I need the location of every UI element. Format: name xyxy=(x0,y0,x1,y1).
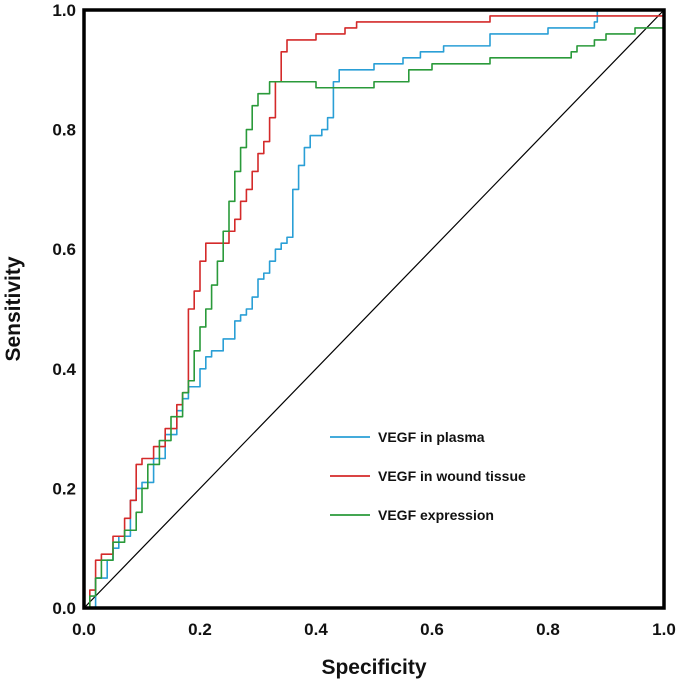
x-tick-label: 0.4 xyxy=(304,620,328,639)
x-tick-label: 0.2 xyxy=(188,620,212,639)
legend-label-vegf-in-wound-tissue: VEGF in wound tissue xyxy=(378,468,526,484)
series-line-vegf-in-wound-tissue xyxy=(84,10,665,609)
legend-label-vegf-expression: VEGF expression xyxy=(378,507,494,523)
plot-frame xyxy=(82,8,666,610)
x-tick-label: 0.8 xyxy=(536,620,560,639)
y-tick-labels: 0.0 0.2 0.4 0.6 0.8 1.0 xyxy=(52,1,76,618)
y-tick-label: 0.4 xyxy=(52,360,76,379)
x-tick-label: 1.0 xyxy=(652,620,676,639)
legend-label-vegf-in-plasma: VEGF in plasma xyxy=(378,429,485,445)
plot-marks xyxy=(83,9,665,609)
x-tick-label: 0.0 xyxy=(72,620,96,639)
y-tick-label: 1.0 xyxy=(52,1,76,20)
y-tick-label: 0.6 xyxy=(52,240,76,259)
y-tick-label: 0.8 xyxy=(52,121,76,140)
y-tick-label: 0.2 xyxy=(52,479,76,498)
x-tick-label: 0.6 xyxy=(420,620,444,639)
series-line-vegf-expression xyxy=(84,21,665,609)
x-axis-title: Specificity xyxy=(321,656,426,679)
reference-diagonal-line xyxy=(83,9,665,609)
y-axis-title: Sensitivity xyxy=(2,256,25,361)
series-line-vegf-in-plasma xyxy=(84,9,664,609)
y-tick-label: 0.0 xyxy=(52,599,76,618)
legend: VEGF in plasma VEGF in wound tissue VEGF e… xyxy=(330,429,526,523)
x-tick-labels: 0.0 0.2 0.4 0.6 0.8 1.0 xyxy=(72,620,676,639)
